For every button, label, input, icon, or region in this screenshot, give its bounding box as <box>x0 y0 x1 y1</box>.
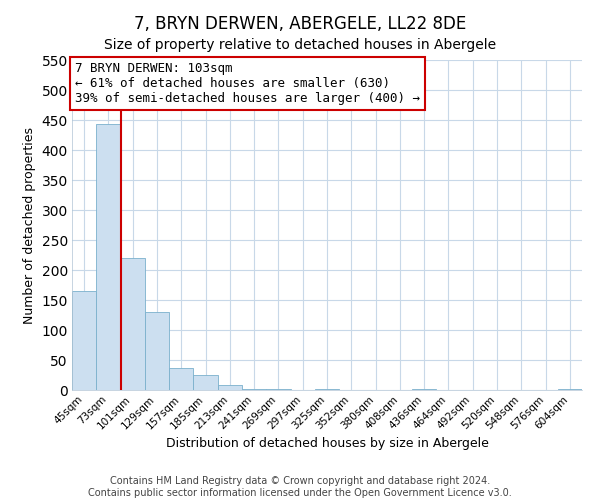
Bar <box>266 389 290 390</box>
Bar <box>242 389 266 390</box>
Bar <box>558 389 582 390</box>
Text: Size of property relative to detached houses in Abergele: Size of property relative to detached ho… <box>104 38 496 52</box>
Bar <box>145 312 169 390</box>
Text: Contains HM Land Registry data © Crown copyright and database right 2024.
Contai: Contains HM Land Registry data © Crown c… <box>88 476 512 498</box>
Y-axis label: Number of detached properties: Number of detached properties <box>23 126 36 324</box>
Bar <box>72 291 96 390</box>
Text: 7, BRYN DERWEN, ABERGELE, LL22 8DE: 7, BRYN DERWEN, ABERGELE, LL22 8DE <box>134 15 466 33</box>
Bar <box>218 385 242 390</box>
X-axis label: Distribution of detached houses by size in Abergele: Distribution of detached houses by size … <box>166 436 488 450</box>
Bar <box>193 375 218 390</box>
Bar <box>169 368 193 390</box>
Bar <box>412 389 436 390</box>
Bar <box>96 124 121 390</box>
Bar <box>315 389 339 390</box>
Bar <box>121 258 145 390</box>
Text: 7 BRYN DERWEN: 103sqm
← 61% of detached houses are smaller (630)
39% of semi-det: 7 BRYN DERWEN: 103sqm ← 61% of detached … <box>74 62 419 104</box>
